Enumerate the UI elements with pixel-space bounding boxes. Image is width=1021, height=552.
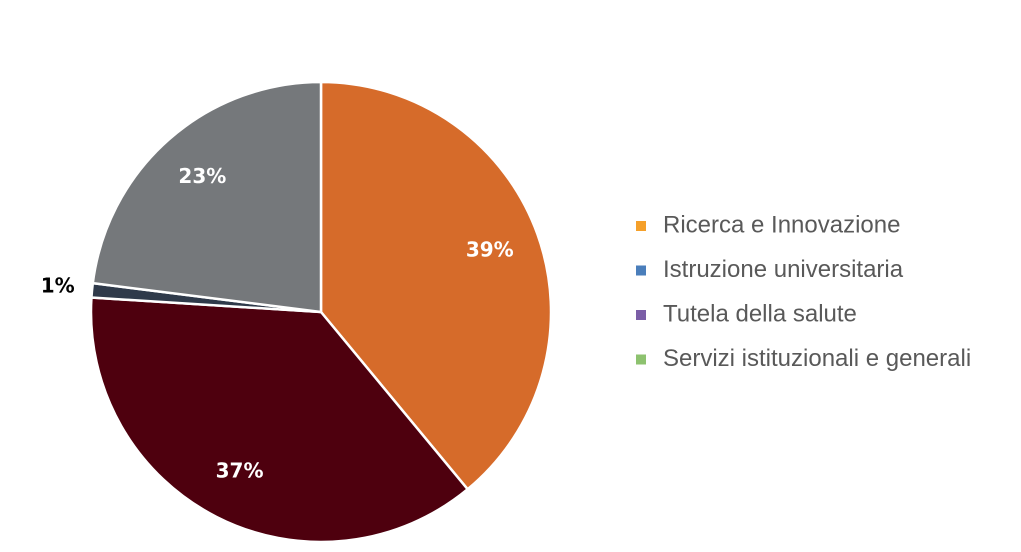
value-label: 23% xyxy=(178,164,226,188)
legend-marker xyxy=(636,354,646,365)
legend-label: Ricerca e Innovazione xyxy=(663,211,900,238)
pie-slice xyxy=(319,80,553,491)
legend-label: Tutela della salute xyxy=(663,300,857,327)
legend-label: Servizi istituzionali e generali xyxy=(663,345,971,372)
value-label: 39% xyxy=(466,238,514,262)
pie-slice xyxy=(89,296,470,544)
value-label: 1% xyxy=(41,274,75,298)
legend-marker xyxy=(636,221,646,231)
pie-slice xyxy=(91,80,323,314)
value-label: 37% xyxy=(216,458,264,482)
legend-label: Istruzione universitaria xyxy=(663,256,904,283)
legend-marker xyxy=(636,265,646,276)
legend-marker xyxy=(636,310,646,320)
